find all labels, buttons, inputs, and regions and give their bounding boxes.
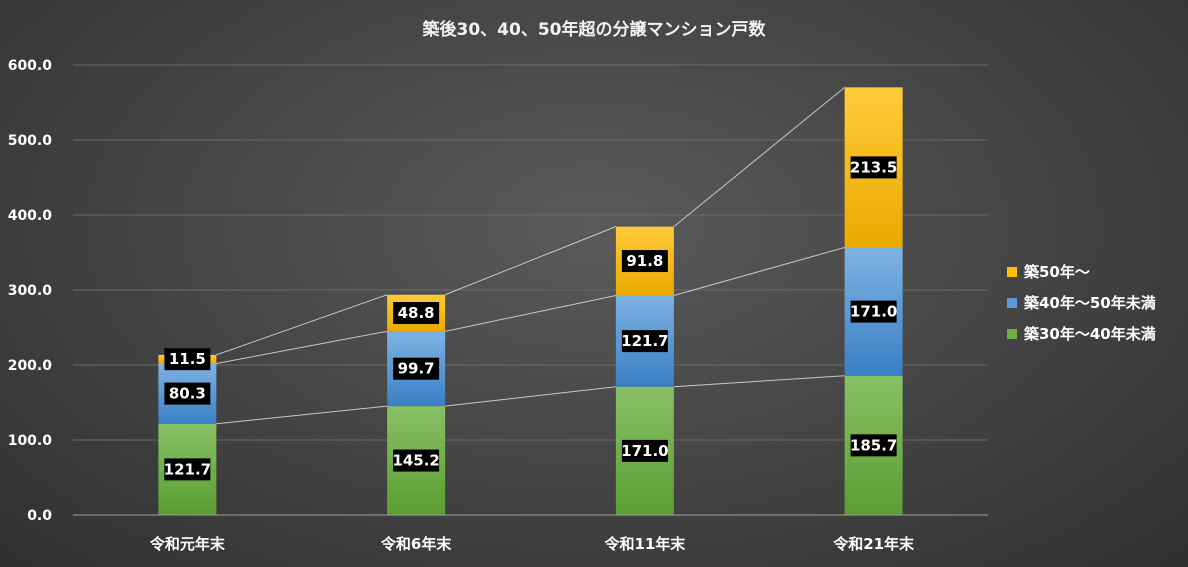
series-line [673,246,845,296]
y-tick-label: 0.0 [27,508,52,524]
series-line [216,405,388,425]
data-label: 91.8 [626,252,663,270]
series-lines [216,86,845,425]
data-label-box [393,449,440,472]
y-tick-label: 300.0 [8,283,53,299]
x-tick-label: 令和11年末 [604,535,686,553]
data-label: 121.7 [621,332,668,350]
axes: 0.0 100.0 200.0 300.0 400.0 500.0 600.0 令和元年末 令和… [8,58,988,553]
chart-title: 築後30、40、50年超の分譲マンション戸数 [422,19,767,40]
data-label: 171.0 [621,442,668,460]
bars [158,87,903,515]
legend-label: 築30年～40年未満 [1023,325,1156,343]
data-label: 11.5 [169,350,206,368]
series-line [445,386,616,407]
y-tick-label: 200.0 [8,358,53,374]
data-label: 145.2 [392,452,439,470]
data-label: 213.5 [850,158,897,176]
x-tick-label: 令和元年末 [150,535,226,553]
data-label-box [850,300,897,323]
series-line [216,330,388,364]
data-label-box [164,382,211,405]
series-line [673,375,845,388]
data-label: 171.0 [850,303,897,321]
data-label-box [621,250,668,273]
data-label-box [164,458,211,481]
legend-swatch [1007,267,1017,277]
y-tick-label: 600.0 [8,58,53,74]
data-label-box [621,439,668,462]
series-line [444,226,617,296]
legend-swatch [1007,298,1017,308]
legend-label: 築50年～ [1023,263,1090,281]
data-label-box [393,357,440,380]
y-tick-label: 400.0 [8,208,53,224]
data-label: 80.3 [169,385,206,403]
legend-swatch [1007,329,1017,339]
data-label-box [164,348,211,371]
x-tick-label: 令和21年末 [833,535,915,553]
x-tick-label: 令和6年末 [381,535,452,553]
gridlines [73,64,988,441]
legend-label: 築40年～50年未満 [1023,294,1156,312]
data-labels: 121.7 80.3 11.5 145.2 99.7 48.8 171.0 121.7 91.8… [164,156,897,481]
data-label: 185.7 [850,436,897,454]
data-label: 121.7 [164,460,211,478]
y-tick-label: 100.0 [8,433,53,449]
series-line [216,294,388,356]
data-label: 99.7 [398,360,435,378]
series-line [445,294,616,332]
data-label-box [621,330,668,353]
data-label: 48.8 [398,304,435,322]
series-line [673,86,845,228]
data-label-box [850,434,897,457]
y-tick-label: 500.0 [8,133,53,149]
data-label-box [850,156,897,179]
data-label-box [393,302,440,325]
